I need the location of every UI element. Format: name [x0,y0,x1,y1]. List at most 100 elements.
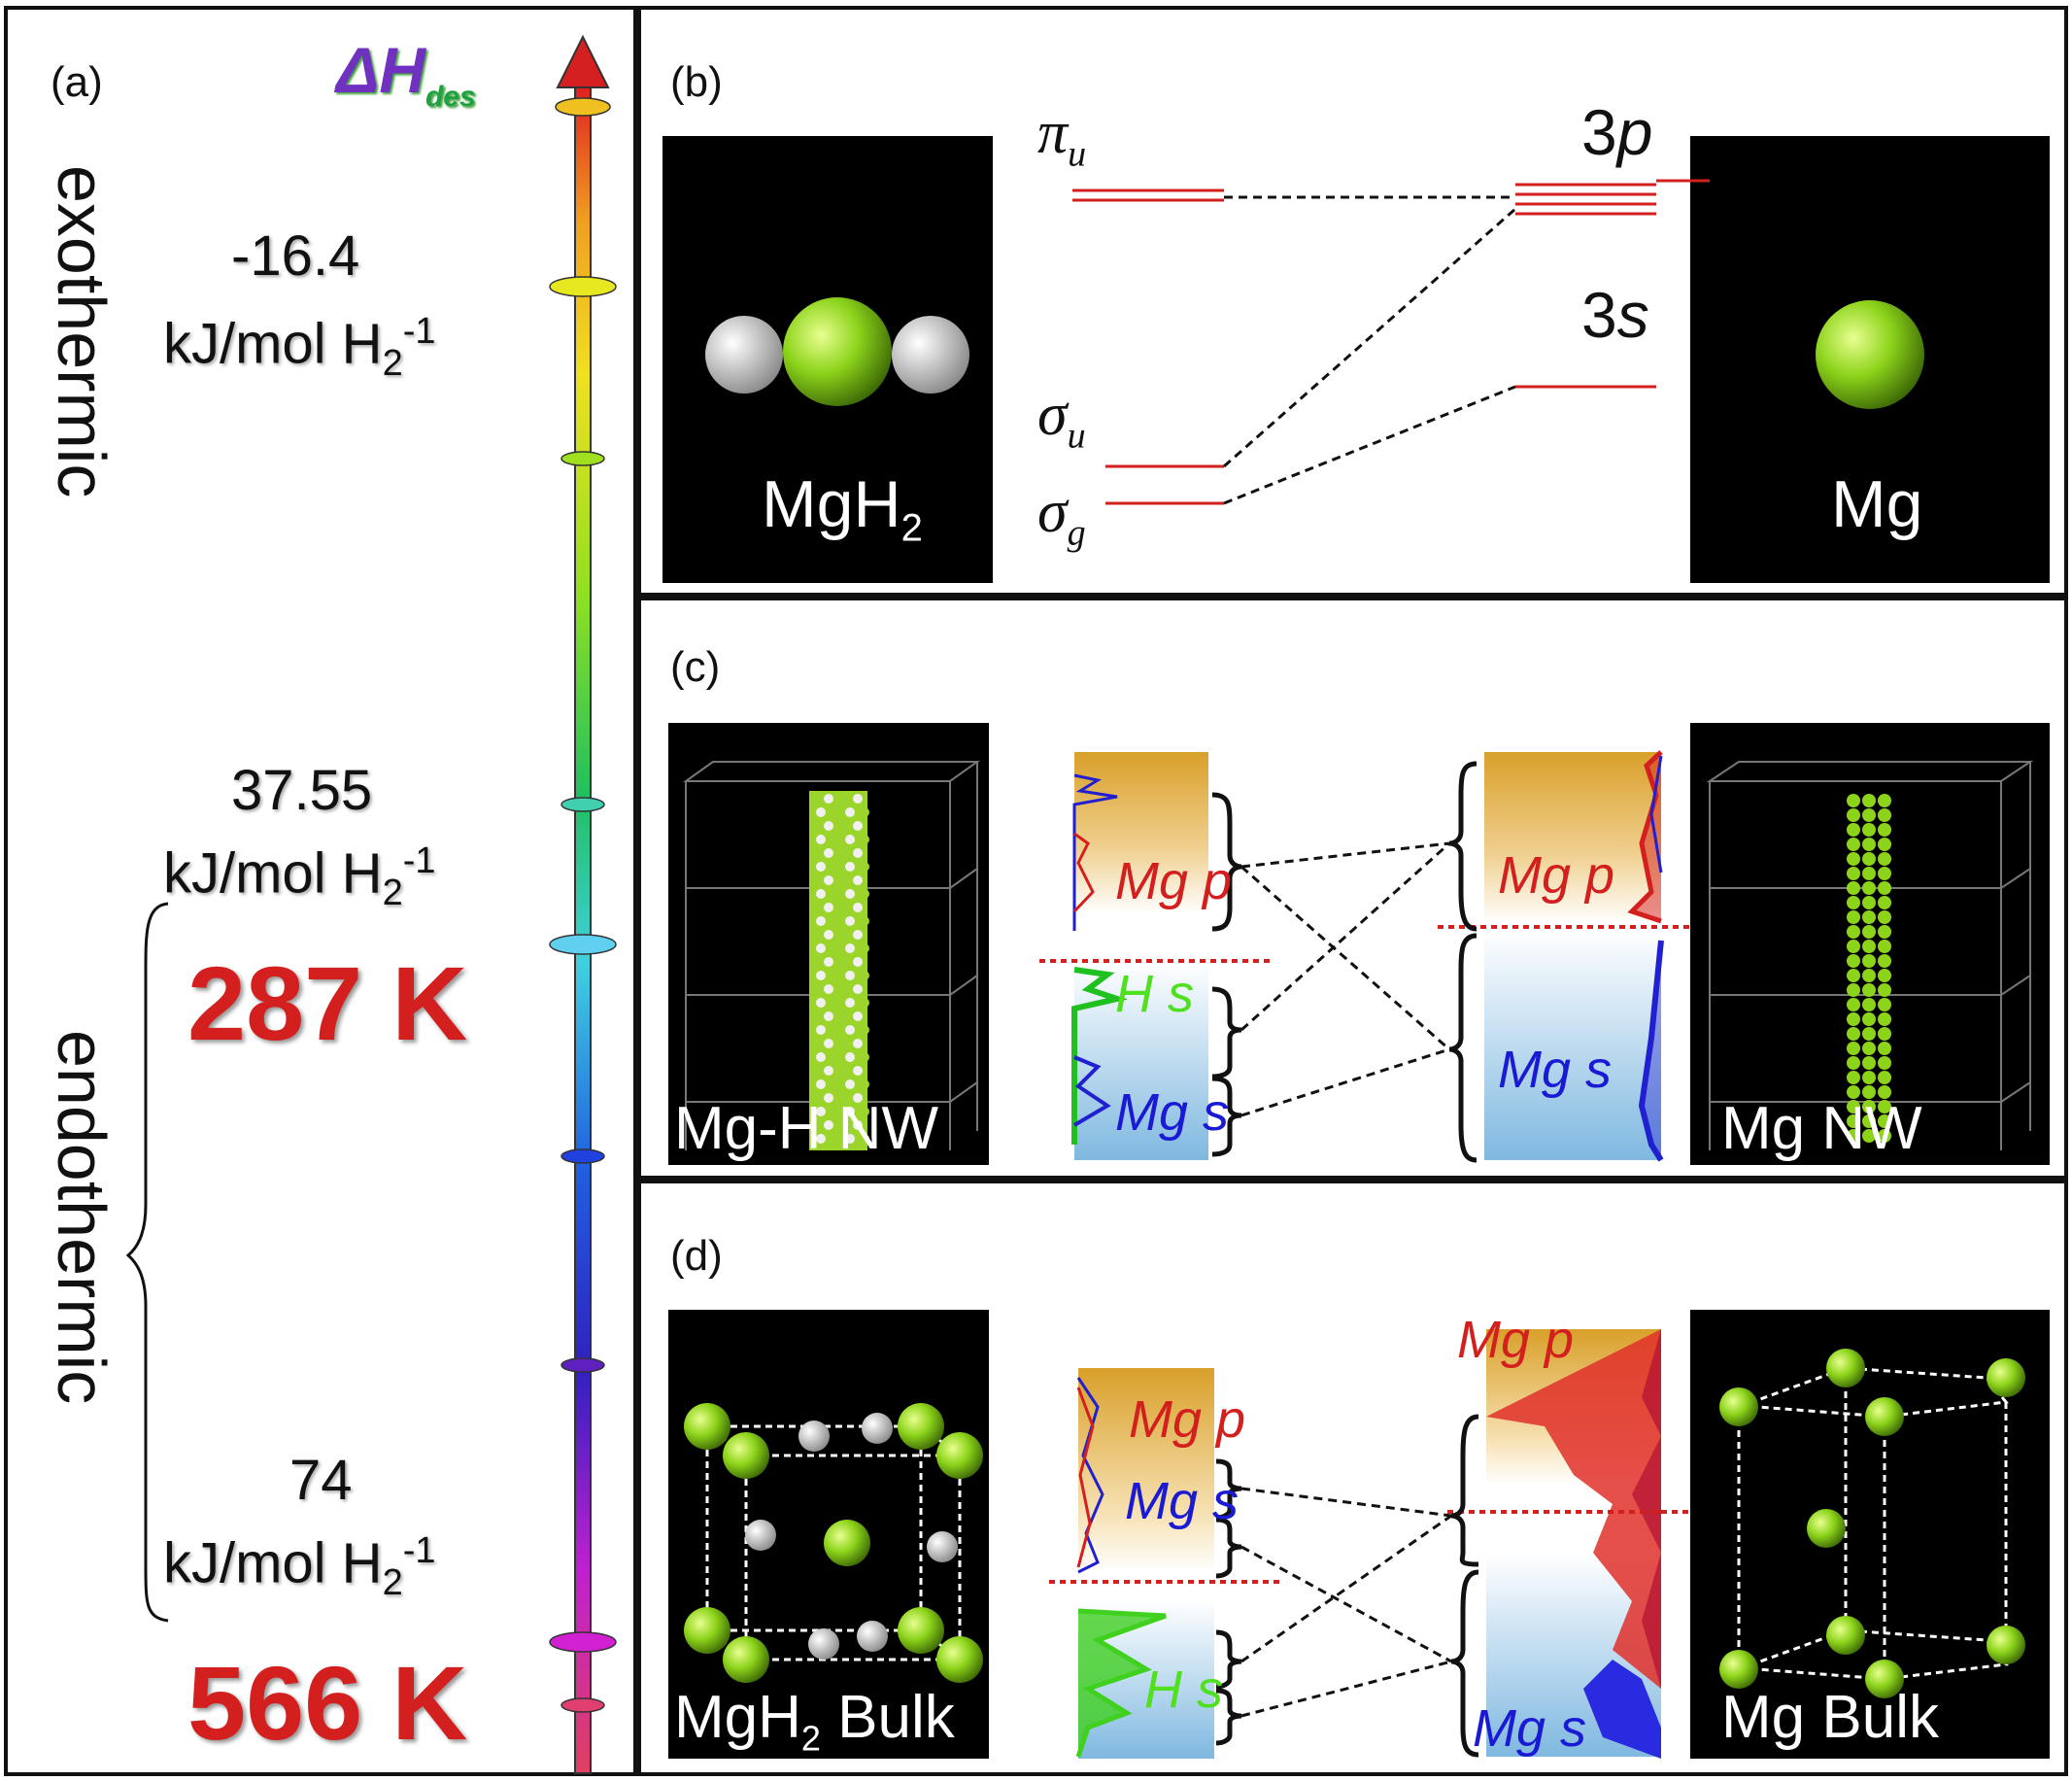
nanowire-atom [809,903,819,912]
mg-nanowire-atom [1878,1071,1891,1084]
mg-nanowire-atom [1862,1100,1876,1113]
mg-nanowire-atom [1862,808,1876,822]
mgh2-molecule [705,297,969,406]
enthalpy-unit-3: kJ/mol H2-1 [163,1530,436,1603]
mg-nanowire-atom [1862,1012,1876,1026]
mo-diagram [1072,179,1710,505]
nanowire-atom [838,821,848,831]
mg-nanowire-atom [1862,1056,1876,1070]
nanowire-atom [845,998,855,1008]
mg-nanowire-atom [1862,1129,1876,1143]
mg-nanowire-atom [1847,1027,1860,1041]
mg-nanowire-atom [1862,969,1876,982]
mg-atom-single [1816,300,1924,409]
nanowire-atom [853,984,863,994]
nanowire-atom [816,943,826,953]
nanowire-atom [831,1052,840,1062]
nanowire-atom [853,1011,863,1021]
sigma-g-label: σg [1037,479,1086,554]
delta-h-label: ΔHdes [336,34,476,114]
mg-label: Mg [1831,467,1923,541]
nanowire-atom [809,794,819,804]
nanowire-atom [809,1011,819,1021]
mg-atom [783,297,892,406]
mg-nanowire-atom [1862,1085,1876,1099]
mgh2-molecule-box: MgH2 [662,136,993,583]
nanowire-atom [831,889,840,899]
mg-nanowire-atom [1878,940,1891,953]
mg-nanowire-atom [1878,1085,1891,1099]
mg-nanowire-atom [1847,1085,1860,1099]
mg-nanowire-atom [1878,1056,1891,1070]
mg-nanowire-atom [1862,1114,1876,1128]
panel-d: (d) [637,1180,2068,1776]
mg-nanowire-atom [1847,983,1860,997]
nanowire-atom [853,957,863,967]
nanowire-atom [816,998,826,1008]
mg-nanowire-atom [1878,1114,1891,1128]
nanowire-atom [860,1079,869,1089]
nanowire-atom [831,1134,840,1144]
c-mgs-right-label: Mg s [1498,1041,1613,1099]
mg-nanowire-atom [1878,1129,1891,1143]
mg-nanowire-atom [1878,954,1891,968]
nanowire-atom [853,930,863,940]
nanowire-atom [860,1025,869,1035]
nanowire-atom [831,1025,840,1035]
mg-nanowire-atom [1847,852,1860,866]
nanowire-atom [809,1093,819,1103]
mg-nanowire-atom [1847,1114,1860,1128]
mg-nanowire-atom [1878,852,1891,866]
enthalpy-value-1: -16.4 [231,224,360,288]
mg-nanowire-atom [1862,794,1876,807]
mg-nanowire-atom [1878,881,1891,895]
mg-nanowire-atom [1878,1042,1891,1055]
mg-nanowire-atom [1847,1056,1860,1070]
nanowire-atom [816,1025,826,1035]
temperature-287: 287 K [187,944,468,1062]
nanowire-atom [824,957,833,967]
mg-nanowire-atom [1878,896,1891,909]
d-mgp-left-label: Mg p [1129,1390,1246,1449]
mg-nanowire-atom [1847,838,1860,851]
mg-nanowire-atom [1847,1071,1860,1084]
nanowire-atom [860,1107,869,1116]
nanowire-atom [838,1120,848,1130]
nanowire-atom [860,835,869,844]
mgh2-bulk-box: MgH2 Bulk [668,1310,989,1759]
nanowire-atom [860,807,869,817]
mg-nanowire-atom [1847,867,1860,880]
mg-nanowire-atom [1847,823,1860,837]
nanowire-atom [816,807,826,817]
nanowire-atom [860,1134,869,1144]
enthalpy-arrow [549,34,617,1774]
nanowire-atom [824,903,833,912]
enthalpy-value-2: 37.55 [231,759,373,822]
mg-nanowire-atom [1847,1129,1860,1143]
mg-nanowire-atom [1878,1027,1891,1041]
mg-bulk-label: Mg Bulk [1721,1684,1939,1751]
mg-nanowire-atom [1878,998,1891,1011]
nanowire-atom [838,848,848,858]
nanowire-atom [838,1039,848,1048]
panel-b: (b) MgH2 Mg [637,6,2068,597]
nanowire-atom [824,1093,833,1103]
mg-nanowire-atom [1862,867,1876,880]
nanowire-atom [831,998,840,1008]
mg-nanowire-atom [1862,983,1876,997]
nanowire-atom [824,794,833,804]
nanowire-atom [853,1039,863,1048]
nanowire-atom [816,1079,826,1089]
nanowire-atom [809,821,819,831]
mg-nw-label: Mg NW [1721,1095,1922,1162]
nanowire-atom [845,916,855,926]
d-mgp-right-label: Mg p [1457,1311,1575,1369]
nanowire-atom [853,1066,863,1076]
mg-nanowire-atom [1847,1042,1860,1055]
mg-nanowire-atom [1862,881,1876,895]
d-mgs-right-label: Mg s [1473,1699,1587,1758]
nanowire-atom [809,930,819,940]
nanowire-atom [845,1134,855,1144]
nanowire-atom [816,1134,826,1144]
mg-nanowire-atom [1878,1012,1891,1026]
